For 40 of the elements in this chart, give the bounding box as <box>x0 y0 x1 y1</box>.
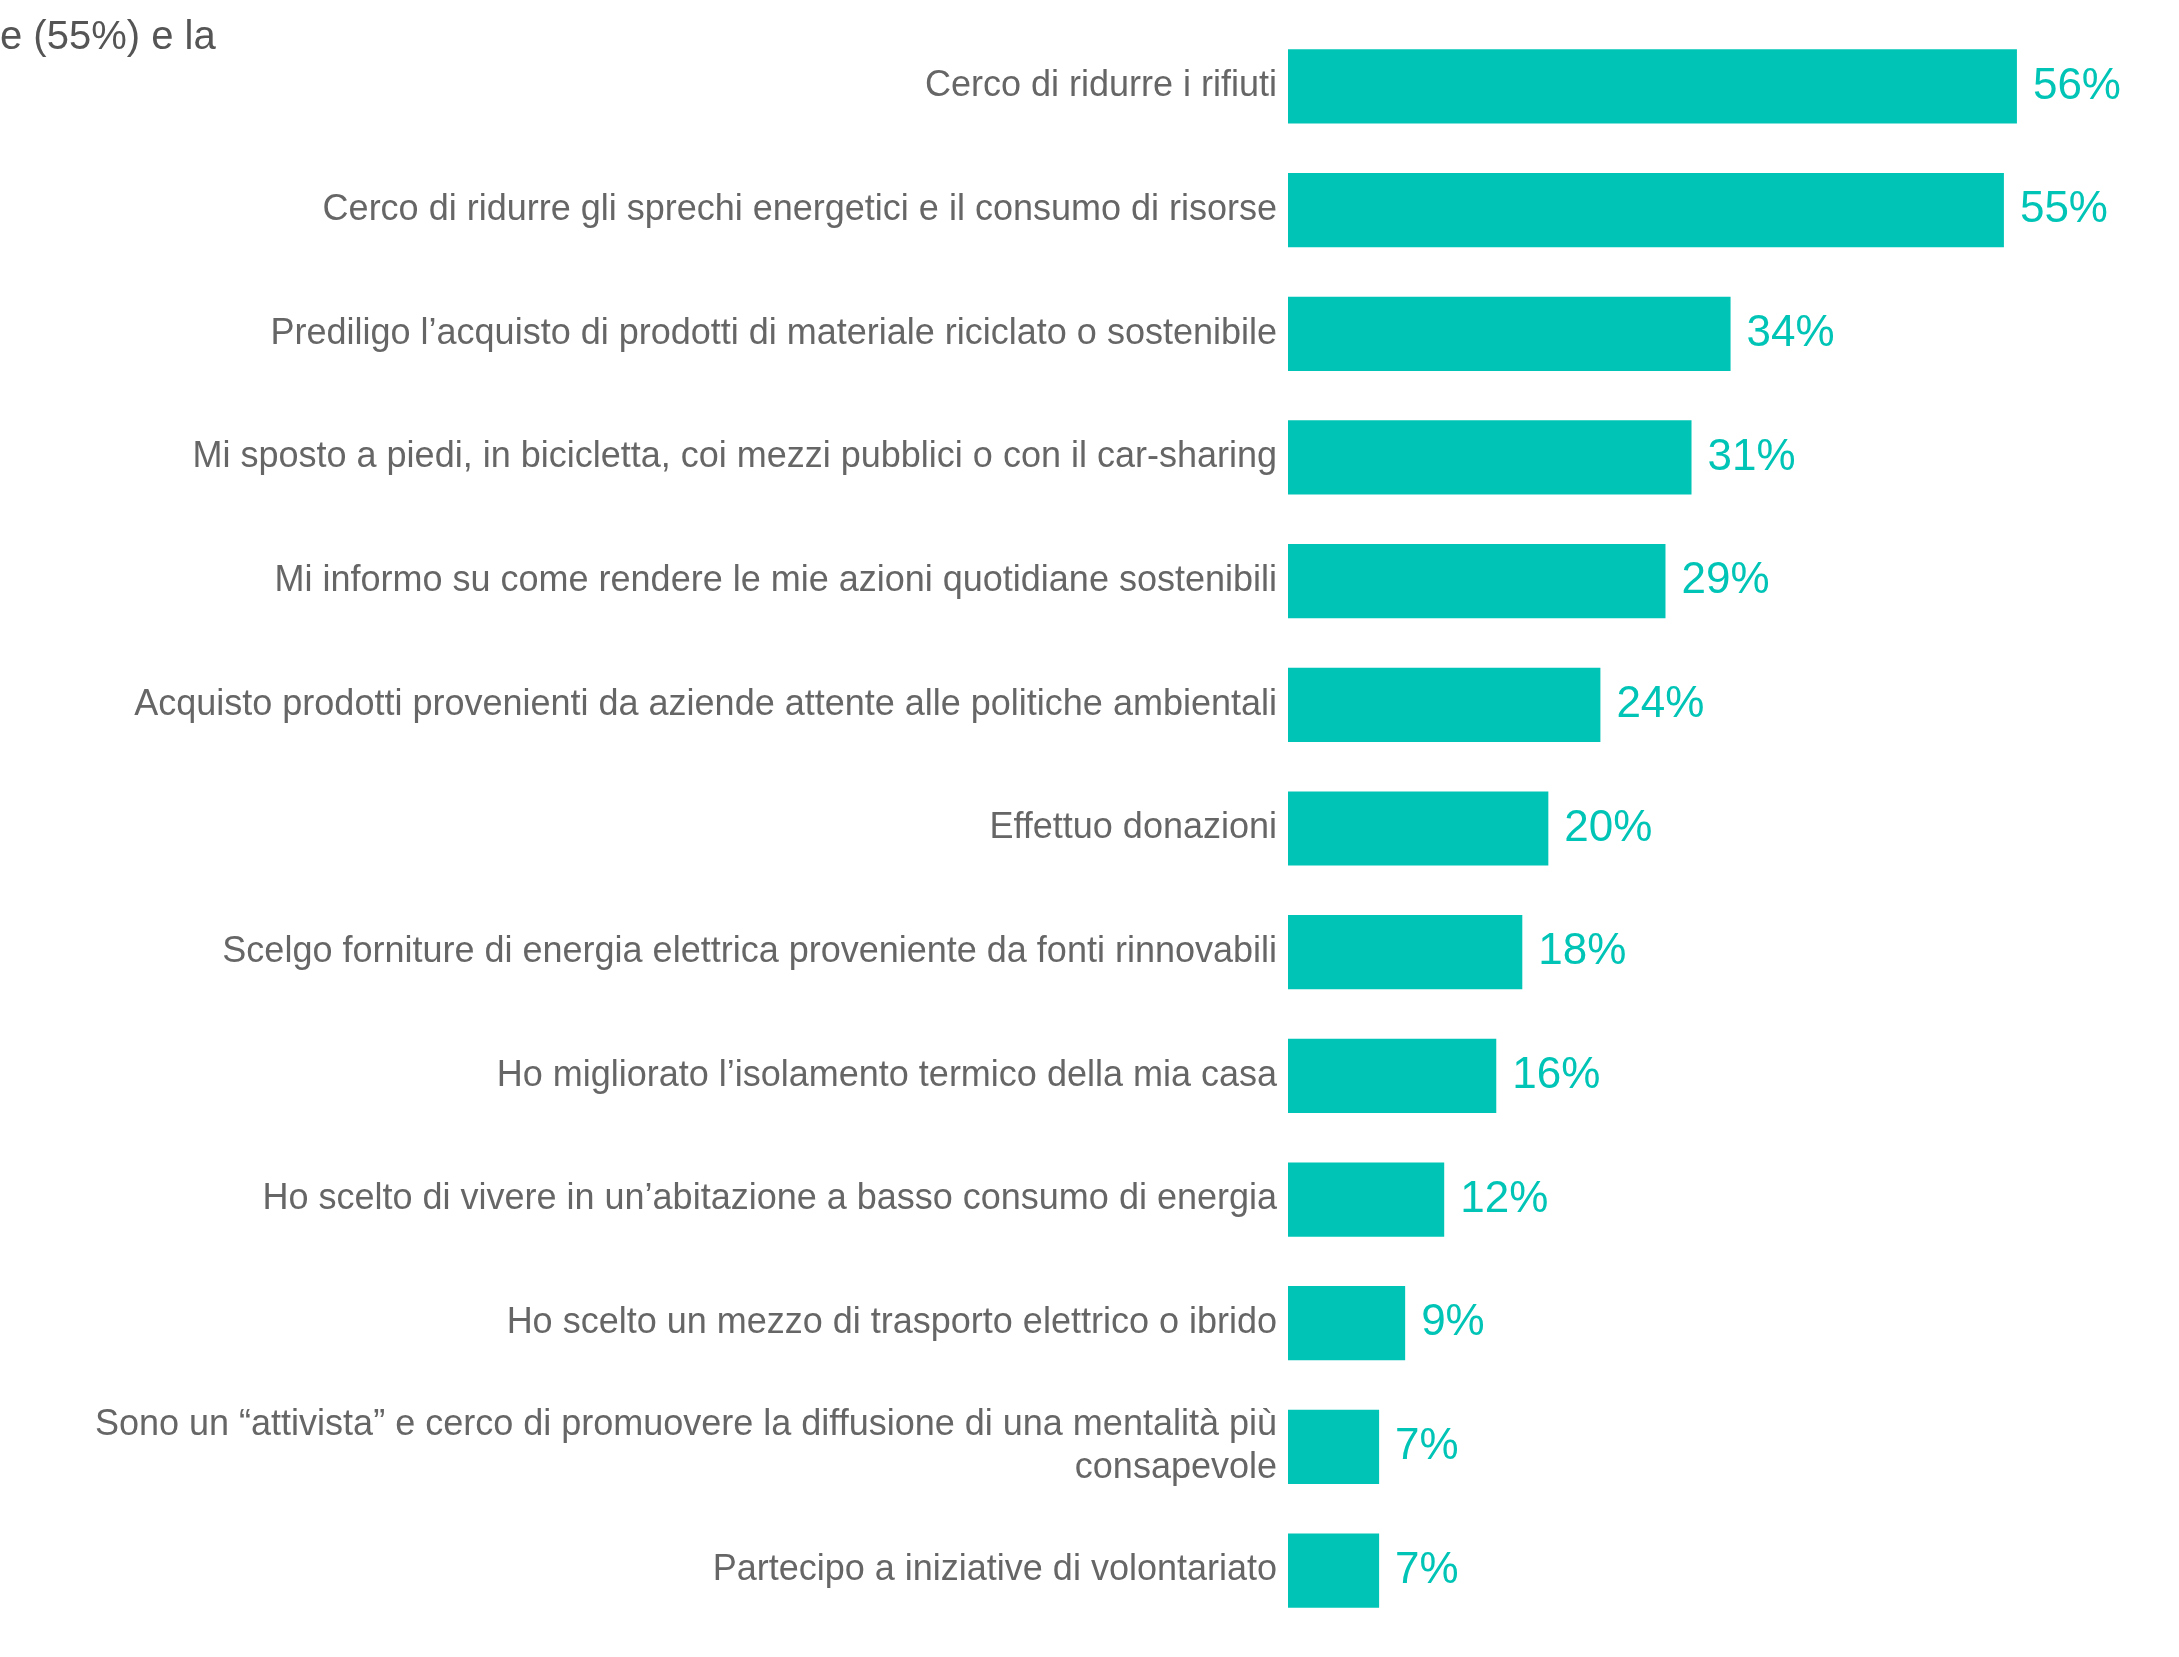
bar <box>1288 420 1692 495</box>
y-tick-label: Ho scelto di vivere in un’abitazione a basso consumo di energia <box>262 1176 1278 1218</box>
data-label: 29% <box>1681 553 1770 603</box>
data-label: 12% <box>1460 1171 1549 1221</box>
bar <box>1288 1038 1497 1113</box>
y-tick-label: Effettuo donazioni <box>989 805 1277 847</box>
bar <box>1288 667 1601 742</box>
bar <box>1288 1409 1380 1484</box>
bar <box>1288 1533 1380 1608</box>
y-tick-label: Mi sposto a piedi, in bicicletta, coi mezzi pubblici o con il car-sharing <box>192 434 1277 476</box>
bar <box>1288 1286 1406 1361</box>
bar <box>1288 173 2004 248</box>
y-tick-label: Cerco di ridurre i rifiuti <box>924 63 1277 105</box>
data-label: 24% <box>1616 676 1705 726</box>
y-tick-label: Prediligo l’acquisto di prodotti di materiale riciclato o sostenibile <box>270 310 1277 352</box>
bar <box>1288 915 1523 990</box>
data-label: 16% <box>1512 1047 1601 1097</box>
data-label: 18% <box>1538 924 1627 974</box>
bar <box>1288 1162 1445 1237</box>
data-label: 55% <box>2019 182 2108 232</box>
bar <box>1288 544 1666 619</box>
y-tick-label: Cerco di ridurre gli sprechi energetici e il consumo di risorse <box>322 187 1277 229</box>
bar <box>1288 296 1731 371</box>
bar <box>1288 49 2017 124</box>
data-label: 7% <box>1395 1542 1459 1592</box>
y-tick-label: Scelgo forniture di energia elettrica proveniente da fonti rinnovabili <box>222 929 1277 971</box>
data-label: 34% <box>1746 305 1835 355</box>
y-tick-label: Ho migliorato l’isolamento termico della mia casa <box>496 1052 1278 1094</box>
data-label: 9% <box>1421 1295 1485 1345</box>
text: e (55%) e la <box>0 13 217 58</box>
y-tick-label: Partecipo a iniziative di volontariato <box>712 1547 1277 1589</box>
data-label: 31% <box>1707 429 1796 479</box>
data-label: 56% <box>2032 58 2122 108</box>
bar <box>1288 791 1549 866</box>
data-label: 7% <box>1395 1419 1459 1469</box>
data-label: 20% <box>1564 800 1653 850</box>
y-tick-label: Mi informo su come rendere le mie azioni quotidiane sostenibili <box>274 558 1277 600</box>
y-tick-label: Ho scelto un mezzo di trasporto elettrico o ibrido <box>506 1300 1277 1342</box>
y-tick-label: Sono un “attivista” e cerco di promuovere la diffusione di una mentalità più consapevole <box>94 1402 1277 1487</box>
y-tick-label: Acquisto prodotti provenienti da aziende attente alle politiche ambientali <box>134 681 1277 723</box>
